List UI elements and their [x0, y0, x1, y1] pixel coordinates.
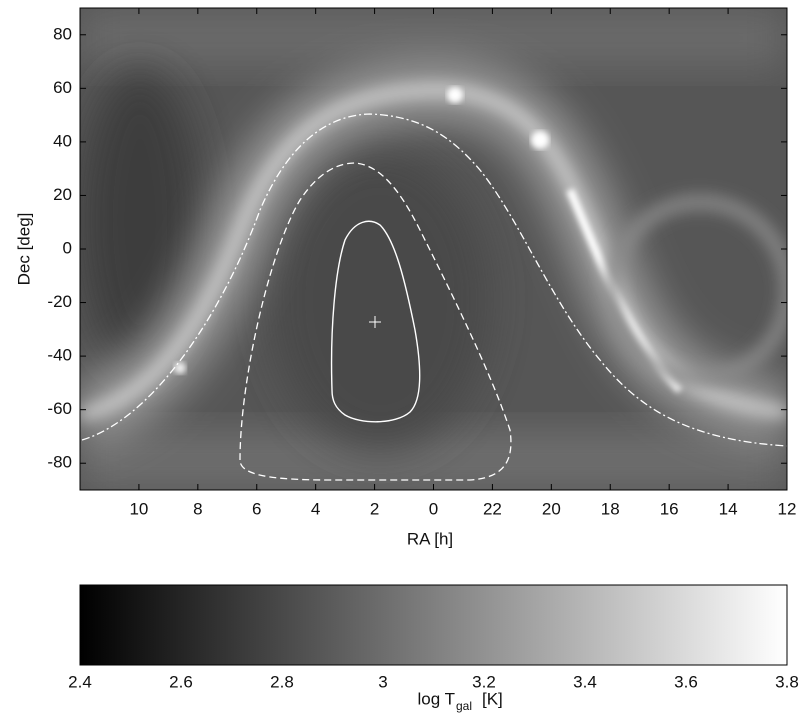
y-tick-label: 20 [53, 185, 72, 204]
colorbar-label-subscript: gal [456, 699, 472, 713]
x-axis-label: RA [h] [407, 529, 453, 548]
colorbar-tick-label: 3.2 [472, 672, 496, 691]
colorbar-tick-label: 3 [378, 672, 387, 691]
colorbar-tick-label: 2.8 [270, 672, 294, 691]
colorbar-label: log T [418, 689, 456, 708]
y-tick-label: 0 [63, 238, 72, 257]
y-tick-label: 80 [53, 24, 72, 43]
x-tick-label: 4 [311, 499, 320, 518]
x-tick-label: 12 [778, 499, 797, 518]
y-tick-label: -20 [47, 292, 72, 311]
colorbar-label-unit: [K] [482, 689, 503, 708]
x-tick-label: 6 [252, 499, 261, 518]
x-tick-label: 18 [601, 499, 620, 518]
colorbar-tick-label: 2.6 [169, 672, 193, 691]
colorbar [79, 584, 788, 666]
x-tick-label: 22 [483, 499, 502, 518]
colorbar-tick-label: 3.8 [775, 672, 799, 691]
y-tick-label: 40 [53, 131, 72, 150]
x-tick-label: 8 [193, 499, 202, 518]
x-tick-label: 2 [370, 499, 379, 518]
x-tick-label: 16 [660, 499, 679, 518]
y-axis-label: Dec [deg] [14, 213, 33, 286]
y-tick-label: 60 [53, 78, 72, 97]
colorbar-tick-label: 3.6 [674, 672, 698, 691]
y-tick-label: -40 [47, 346, 72, 365]
x-tick-label: 10 [129, 499, 148, 518]
colorbar-tick-label: 2.4 [68, 672, 92, 691]
sky-map [80, 8, 787, 490]
x-tick-label: 0 [429, 499, 438, 518]
y-tick-label: -60 [47, 399, 72, 418]
x-tick-label: 14 [719, 499, 738, 518]
x-tick-label: 20 [542, 499, 561, 518]
colorbar-tick-label: 3.4 [573, 672, 597, 691]
y-tick-label: -80 [47, 453, 72, 472]
